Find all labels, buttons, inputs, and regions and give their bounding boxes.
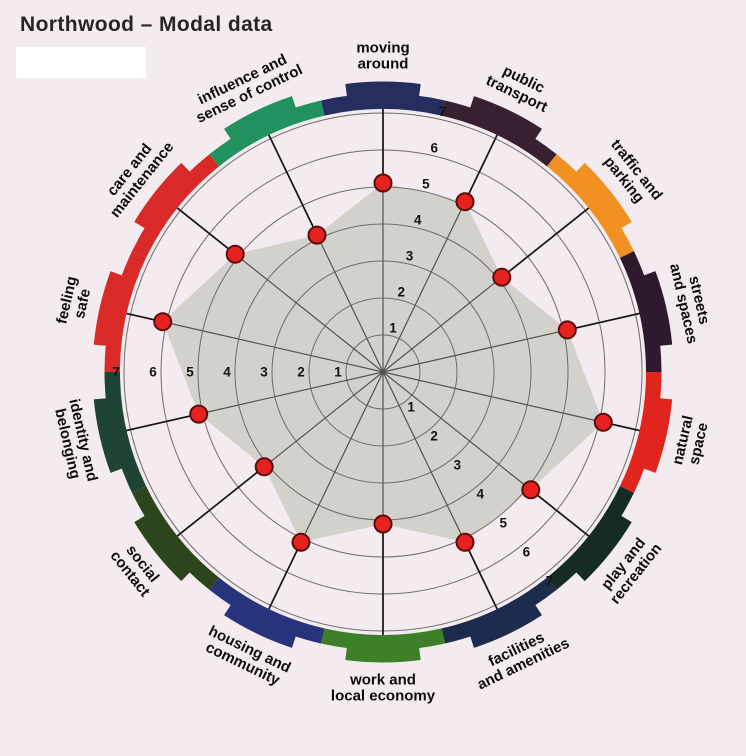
scale-tick-label: 2 (397, 285, 405, 300)
connector-line (530, 489, 590, 538)
data-point (291, 532, 311, 552)
category-arc (104, 251, 147, 372)
scale-tick-label: 1 (389, 321, 397, 336)
data-point (189, 404, 209, 424)
category-arc-tab (642, 398, 673, 473)
category-arc-tab (93, 398, 124, 473)
category-arc (441, 577, 557, 644)
scale-tick-label: 4 (414, 212, 422, 227)
data-point (373, 514, 393, 534)
connector-line (176, 466, 265, 538)
spoke-line (130, 313, 384, 373)
category-arc (132, 486, 220, 590)
connector-line (267, 541, 302, 611)
scale-tick-label: 6 (430, 140, 438, 155)
connector-line (501, 206, 590, 278)
connector-line (267, 133, 318, 236)
category-arc-tab (134, 515, 191, 582)
data-point (153, 312, 173, 332)
connector-line (125, 413, 199, 432)
category-arc-tab (345, 646, 421, 663)
category-arc (619, 251, 662, 372)
data-point (521, 480, 541, 500)
scale-tick-label: 5 (186, 365, 194, 380)
scale-tick-label: 5 (500, 515, 508, 530)
connector-line (464, 133, 499, 203)
spoke-line (382, 371, 636, 431)
scale-tick-label: 2 (430, 429, 438, 444)
category-arc-tab (469, 603, 542, 648)
category-arc (132, 154, 220, 258)
category-arc-tab (345, 81, 421, 98)
scale-tick-label: 6 (149, 365, 157, 380)
scale-tick-label: 3 (453, 458, 461, 473)
scale-tick-label: 7 (439, 104, 447, 119)
data-point (455, 532, 475, 552)
scale-tick-label: 1 (407, 400, 415, 415)
scale-tick-label: 1 (334, 365, 342, 380)
scale-tick-label: 6 (523, 544, 531, 559)
redacted-label-box (16, 47, 146, 78)
category-arc-tab (575, 162, 632, 229)
category-arc (321, 93, 445, 116)
data-point (307, 225, 327, 245)
scale-tick-label: 7 (112, 365, 120, 380)
data-point (557, 320, 577, 340)
category-arc (209, 577, 325, 644)
category-arc-tab (642, 271, 673, 346)
scale-tick-label: 3 (406, 249, 414, 264)
connector-line (567, 312, 641, 331)
category-arc (546, 154, 634, 258)
data-point (254, 457, 274, 477)
data-point (593, 412, 613, 432)
category-arc-tab (134, 162, 191, 229)
data-point (225, 244, 245, 264)
data-point (492, 267, 512, 287)
scale-tick-label: 2 (297, 365, 305, 380)
category-arc (619, 372, 662, 493)
category-arc-tab (224, 96, 297, 141)
category-arc (546, 486, 634, 590)
category-arc-tab (224, 603, 297, 648)
scale-tick-label: 4 (477, 487, 485, 502)
category-arc-tab (469, 96, 542, 141)
connector-line (176, 206, 236, 255)
scale-tick-label: 5 (422, 176, 430, 191)
chart-title: Northwood – Modal data (20, 13, 273, 36)
category-arc-tab (93, 271, 124, 346)
scale-tick-label: 4 (223, 365, 231, 380)
category-arc (441, 100, 557, 167)
category-arc (209, 100, 325, 167)
category-label: work and local economy (330, 671, 436, 704)
data-point (455, 192, 475, 212)
scale-tick-label: 7 (546, 573, 554, 588)
category-arc (104, 372, 147, 493)
category-label: moving around (356, 39, 410, 72)
category-arc (321, 628, 445, 651)
connector-line (464, 541, 499, 611)
data-point (373, 173, 393, 193)
category-arc-tab (575, 515, 632, 582)
scale-tick-label: 3 (260, 365, 268, 380)
